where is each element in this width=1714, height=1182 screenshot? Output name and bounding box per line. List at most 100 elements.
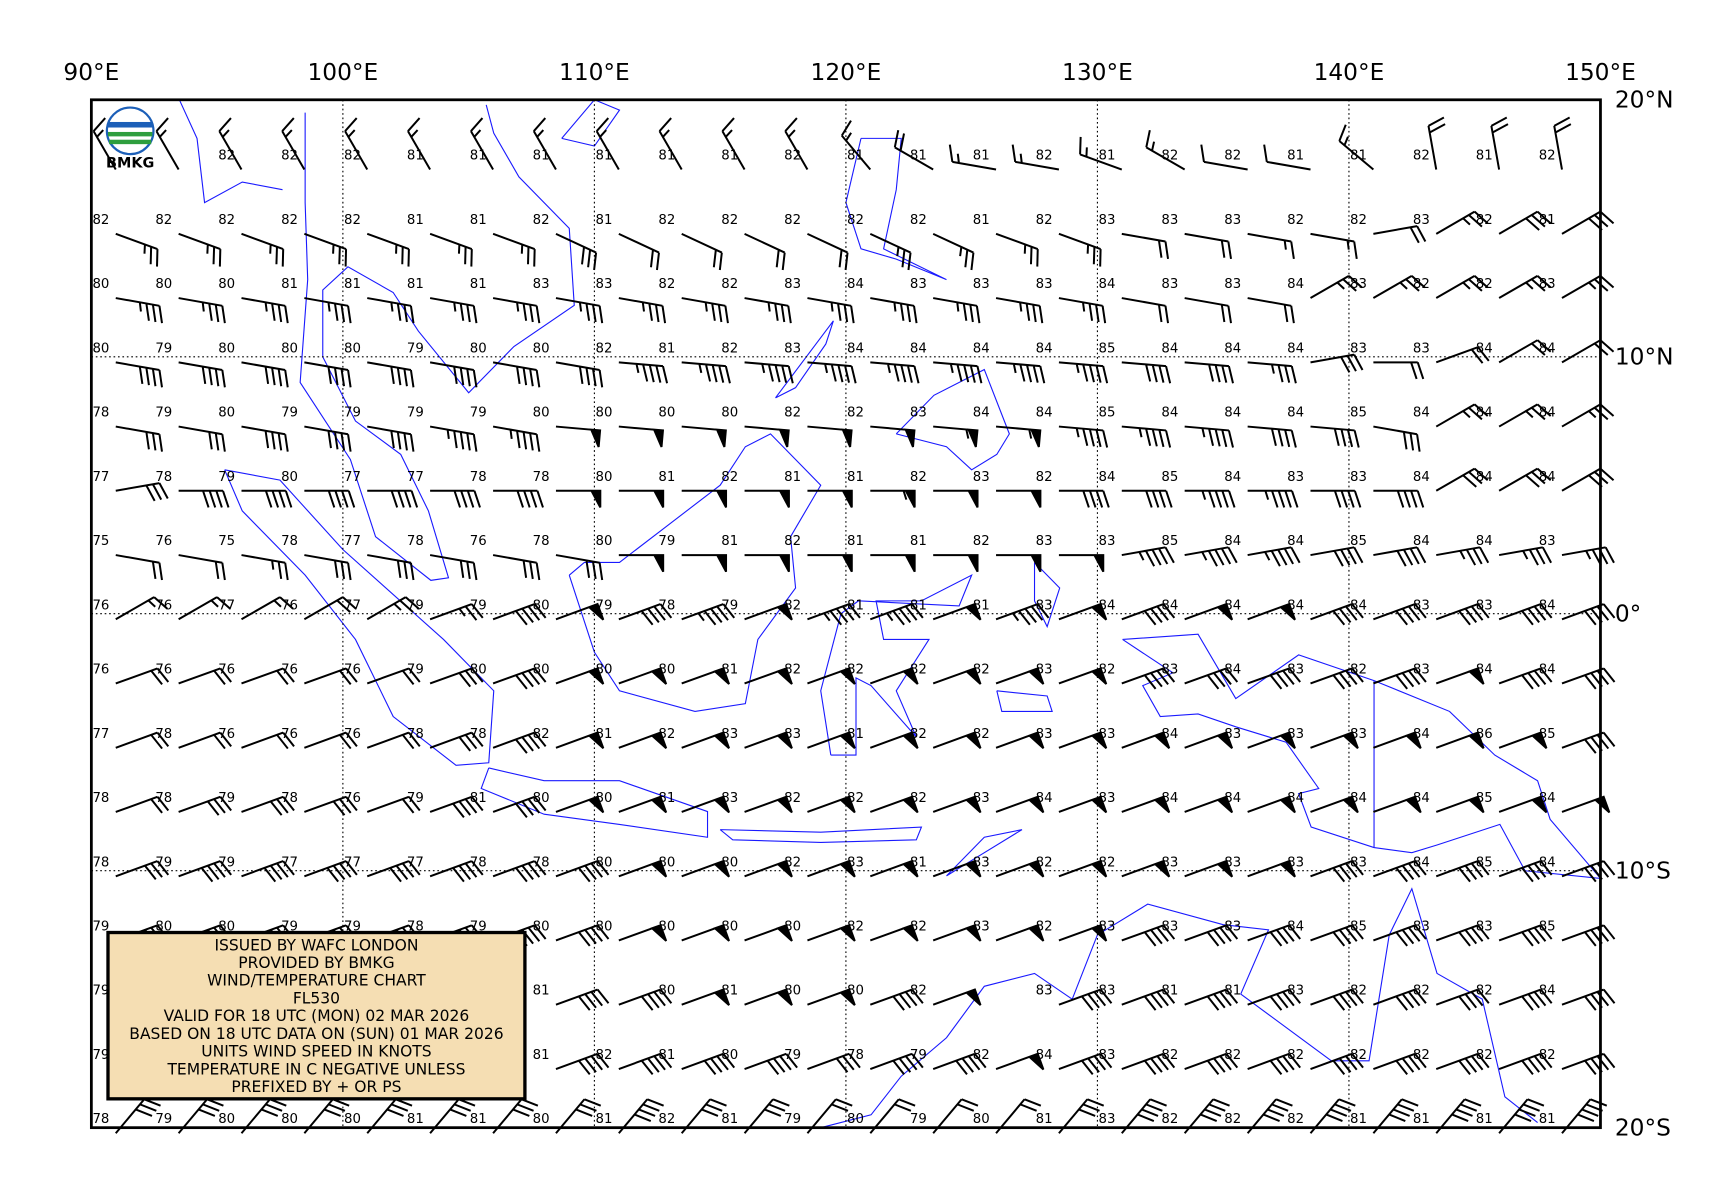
wind-barb (1498, 275, 1552, 299)
temperature: 77 (344, 855, 361, 870)
temperature: 81 (344, 277, 361, 292)
temperature: 84 (1539, 406, 1556, 421)
wind-barb (367, 361, 415, 388)
wind-barb (618, 425, 665, 448)
coastline (719, 826, 923, 844)
temperature: 78 (407, 727, 424, 742)
wind-barb (1435, 1052, 1490, 1075)
wind-barb (807, 859, 856, 878)
temperature: 84 (1224, 663, 1241, 678)
wind-barb (241, 361, 289, 388)
wind-barb (744, 731, 793, 749)
lon-tick-label: 110°E (559, 59, 630, 86)
temperature: 75 (218, 534, 235, 549)
temperature: 80 (470, 663, 487, 678)
wind-barb (178, 361, 226, 388)
temperature: 82 (1350, 213, 1367, 228)
wind-barb (807, 297, 855, 324)
wind-barb (241, 795, 295, 816)
wind-barb (1561, 603, 1616, 626)
temperature: 83 (1036, 727, 1053, 742)
temperature: 82 (721, 341, 738, 356)
wind-barb (1310, 275, 1363, 299)
wind-barb (115, 297, 163, 324)
temperature: 79 (344, 406, 361, 421)
wind-barb (1435, 1098, 1482, 1134)
wind-barb (1310, 795, 1359, 814)
lon-tick-label: 130°E (1062, 59, 1133, 86)
temperature: 82 (784, 534, 801, 549)
wind-barb (304, 860, 358, 883)
temperature: 79 (596, 598, 613, 613)
wind-barb (744, 554, 790, 573)
wind-barb (869, 603, 924, 626)
temperature: 82 (973, 1048, 990, 1063)
wind-barb (115, 425, 163, 452)
temperature: 82 (910, 663, 927, 678)
wind-barb (367, 554, 415, 581)
wind-barb (241, 489, 293, 508)
temperature: 80 (658, 406, 675, 421)
temperature: 80 (596, 855, 613, 870)
temperature: 84 (1287, 534, 1304, 549)
temperature: 81 (973, 149, 990, 164)
wind-barb (869, 667, 919, 685)
wind-barb (1561, 1098, 1608, 1134)
temperature: 83 (910, 277, 927, 292)
info-line: FL530 (293, 989, 340, 1007)
temperature: 83 (1224, 277, 1241, 292)
temperature: 84 (1539, 598, 1556, 613)
wind-barb (1058, 232, 1102, 267)
temperature: 82 (1161, 149, 1178, 164)
temperature: 82 (658, 277, 675, 292)
wind-barb (1247, 297, 1295, 324)
temperature: 83 (1099, 213, 1116, 228)
temperature: 78 (533, 855, 550, 870)
wind-barb (1338, 124, 1375, 171)
wind-barb (367, 297, 415, 324)
temperature: 81 (1287, 149, 1304, 164)
temperature: 78 (92, 855, 109, 870)
temperature: 83 (1287, 727, 1304, 742)
temperature: 78 (155, 727, 172, 742)
temperature: 82 (1539, 1048, 1556, 1063)
wind-barb (932, 731, 982, 749)
map-frame (89, 98, 1602, 1130)
wind-barb (1498, 667, 1553, 690)
temperature: 79 (407, 663, 424, 678)
temperature: 84 (847, 277, 864, 292)
wind-barb (1561, 924, 1616, 947)
temperature: 81 (721, 663, 738, 678)
wind-barb (680, 1098, 727, 1134)
wind-barb (1121, 731, 1171, 749)
temperature: 82 (1413, 984, 1430, 999)
temperature: 81 (407, 277, 424, 292)
wind-barb (555, 489, 602, 508)
info-line: WIND/TEMPERATURE CHART (207, 972, 426, 990)
wind-barb (1373, 988, 1427, 1011)
temperature: 83 (973, 277, 990, 292)
wind-barb (304, 425, 352, 452)
temperature: 82 (910, 920, 927, 935)
wind-barb (744, 602, 793, 621)
wind-barb (869, 1052, 924, 1075)
info-line: VALID FOR 18 UTC (MON) 02 MAR 2026 (164, 1007, 470, 1025)
wind-barb (869, 859, 919, 878)
wind-barb (555, 361, 604, 388)
wind-barb (429, 297, 478, 324)
info-line: ISSUED BY WAFC LONDON (214, 936, 418, 954)
temperature: 78 (470, 727, 487, 742)
coastline (561, 99, 621, 147)
temperature: 84 (1413, 534, 1430, 549)
wind-barb (1310, 603, 1364, 626)
temperature: 77 (407, 855, 424, 870)
wind-barb (807, 361, 857, 384)
wind-barb (241, 554, 289, 581)
temperature: 83 (1413, 213, 1430, 228)
wind-barb (218, 117, 243, 171)
wind-barb (1427, 116, 1446, 170)
coastline (775, 320, 834, 399)
temperature: 86 (1476, 727, 1493, 742)
temperature: 79 (218, 791, 235, 806)
temperature: 84 (1287, 598, 1304, 613)
